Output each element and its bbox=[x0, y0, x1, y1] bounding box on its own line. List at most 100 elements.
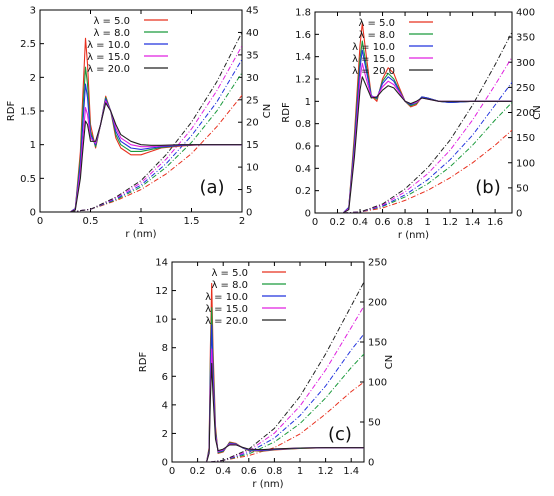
y-tick-label: 1.6 bbox=[295, 30, 311, 41]
y-tick-label: 0.5 bbox=[20, 174, 36, 185]
y-tick-label: 1.8 bbox=[295, 8, 311, 19]
x-tick-label: 1.5 bbox=[184, 216, 200, 227]
x-tick-label: 0.6 bbox=[375, 217, 391, 228]
y-axis-label: RDF bbox=[6, 101, 17, 122]
y2-tick-label: 40 bbox=[246, 28, 259, 39]
y2-tick-label: 250 bbox=[516, 83, 535, 94]
plot-frame bbox=[171, 261, 365, 463]
x-tick-label: 0.4 bbox=[352, 217, 368, 228]
legend-label: λ = 5.0 bbox=[93, 16, 130, 27]
x-tick-label: 0 bbox=[37, 216, 43, 227]
y-tick-label: 10 bbox=[155, 315, 168, 326]
cn-series-line bbox=[343, 31, 512, 213]
y2-tick-label: 100 bbox=[516, 158, 535, 169]
cn-series-line bbox=[210, 353, 364, 462]
y2-axis-label: CN bbox=[262, 104, 273, 118]
legend-label: λ = 8.0 bbox=[358, 30, 395, 41]
y2-tick-label: 300 bbox=[516, 58, 535, 69]
y2-tick-label: 0 bbox=[246, 208, 252, 219]
x-tick-label: 0.2 bbox=[330, 217, 346, 228]
y2-tick-label: 200 bbox=[368, 298, 387, 309]
y2-tick-label: 5 bbox=[246, 185, 252, 196]
y-tick-label: 1.5 bbox=[20, 107, 36, 118]
y2-tick-label: 50 bbox=[368, 418, 381, 429]
legend-label: λ = 5.0 bbox=[358, 18, 395, 29]
y-tick-label: 2 bbox=[30, 73, 36, 84]
legend-label: λ = 8.0 bbox=[93, 28, 130, 39]
panel-c: 0 0.2 0.4 0.6 0.8 1 1.2 1.4 0 2 4 6 8 10 12 14 0 50 100 150… bbox=[138, 258, 395, 491]
x-tick-label: 1 bbox=[424, 217, 430, 228]
y-axis-label: RDF bbox=[281, 102, 292, 123]
y-tick-label: 0 bbox=[162, 458, 168, 469]
y-axis-label: RDF bbox=[138, 352, 149, 373]
legend-label: λ = 15.0 bbox=[352, 54, 395, 65]
y2-tick-label: 15 bbox=[246, 140, 259, 151]
x-tick-label: 2 bbox=[239, 216, 245, 227]
y-tick-label: 0 bbox=[305, 209, 311, 220]
y2-tick-label: 150 bbox=[516, 133, 535, 144]
legend-label: λ = 10.0 bbox=[352, 42, 395, 53]
y2-tick-label: 350 bbox=[516, 33, 535, 44]
y-tick-label: 8 bbox=[162, 343, 168, 354]
cn-series-line bbox=[210, 381, 364, 462]
x-axis-label: r (nm) bbox=[125, 229, 156, 240]
y-tick-label: 0.8 bbox=[295, 119, 311, 130]
cn-series-line bbox=[343, 129, 512, 213]
x-tick-label: 1.6 bbox=[487, 217, 503, 228]
y-tick-label: 1.4 bbox=[295, 52, 311, 63]
x-tick-label: 0 bbox=[312, 217, 318, 228]
rdf-series-line bbox=[342, 49, 512, 213]
legend-label: λ = 5.0 bbox=[211, 268, 248, 279]
x-tick-label: 1 bbox=[297, 466, 303, 477]
legend-label: λ = 15.0 bbox=[87, 52, 130, 63]
y2-tick-label: 150 bbox=[368, 338, 387, 349]
y2-tick-label: 25 bbox=[246, 95, 259, 106]
x-tick-label: 0.4 bbox=[215, 466, 231, 477]
x-tick-label: 1.2 bbox=[442, 217, 458, 228]
rdf-series-line bbox=[342, 76, 512, 213]
y-tick-label: 0 bbox=[30, 208, 36, 219]
y2-tick-label: 400 bbox=[516, 8, 535, 19]
y-tick-label: 14 bbox=[155, 258, 168, 269]
y2-tick-label: 35 bbox=[246, 50, 259, 61]
x-tick-label: 1.4 bbox=[465, 217, 481, 228]
y-tick-label: 3 bbox=[30, 6, 36, 17]
y2-tick-label: 0 bbox=[516, 209, 522, 220]
rdf-series-line bbox=[70, 102, 242, 212]
x-tick-label: 0.5 bbox=[83, 216, 99, 227]
x-tick-label: 0 bbox=[169, 466, 175, 477]
x-tick-label: 0.6 bbox=[241, 466, 257, 477]
x-axis-label: r (nm) bbox=[252, 479, 283, 490]
y2-tick-label: 10 bbox=[246, 163, 259, 174]
panel-label: (b) bbox=[475, 177, 500, 198]
y2-tick-label: 50 bbox=[516, 183, 529, 194]
y-tick-label: 1 bbox=[30, 140, 36, 151]
y2-tick-label: 100 bbox=[368, 378, 387, 389]
panel-b: 0 0.2 0.4 0.6 0.8 1 1.2 1.4 1.6 0 0.2 0.4 0.6 0.8 1 1.2… bbox=[281, 8, 543, 242]
y2-axis-label: CN bbox=[532, 105, 543, 119]
x-tick-label: 0.8 bbox=[266, 466, 282, 477]
y-tick-label: 12 bbox=[155, 286, 168, 297]
x-tick-label: 1.4 bbox=[343, 466, 359, 477]
y2-tick-label: 45 bbox=[246, 6, 259, 17]
panel-label: (a) bbox=[199, 177, 224, 198]
y-tick-label: 0.2 bbox=[295, 186, 311, 197]
legend-label: λ = 15.0 bbox=[205, 304, 248, 315]
panel-label: (c) bbox=[328, 424, 352, 445]
legend-label: λ = 20.0 bbox=[352, 66, 395, 77]
y-tick-label: 1.2 bbox=[295, 75, 311, 86]
x-tick-label: 1 bbox=[138, 216, 144, 227]
x-tick-label: 1.2 bbox=[318, 466, 334, 477]
y2-tick-label: 30 bbox=[246, 73, 259, 84]
legend-label: λ = 10.0 bbox=[87, 40, 130, 51]
x-tick-label: 0.8 bbox=[397, 217, 413, 228]
y-tick-label: 4 bbox=[162, 400, 168, 411]
y2-tick-label: 0 bbox=[368, 458, 374, 469]
legend-label: λ = 20.0 bbox=[87, 64, 130, 75]
x-tick-label: 0.2 bbox=[190, 466, 206, 477]
legend-label: λ = 20.0 bbox=[205, 316, 248, 327]
rdf-series-line bbox=[206, 362, 364, 462]
y2-axis-label: CN bbox=[384, 355, 395, 369]
y-tick-label: 2 bbox=[162, 429, 168, 440]
